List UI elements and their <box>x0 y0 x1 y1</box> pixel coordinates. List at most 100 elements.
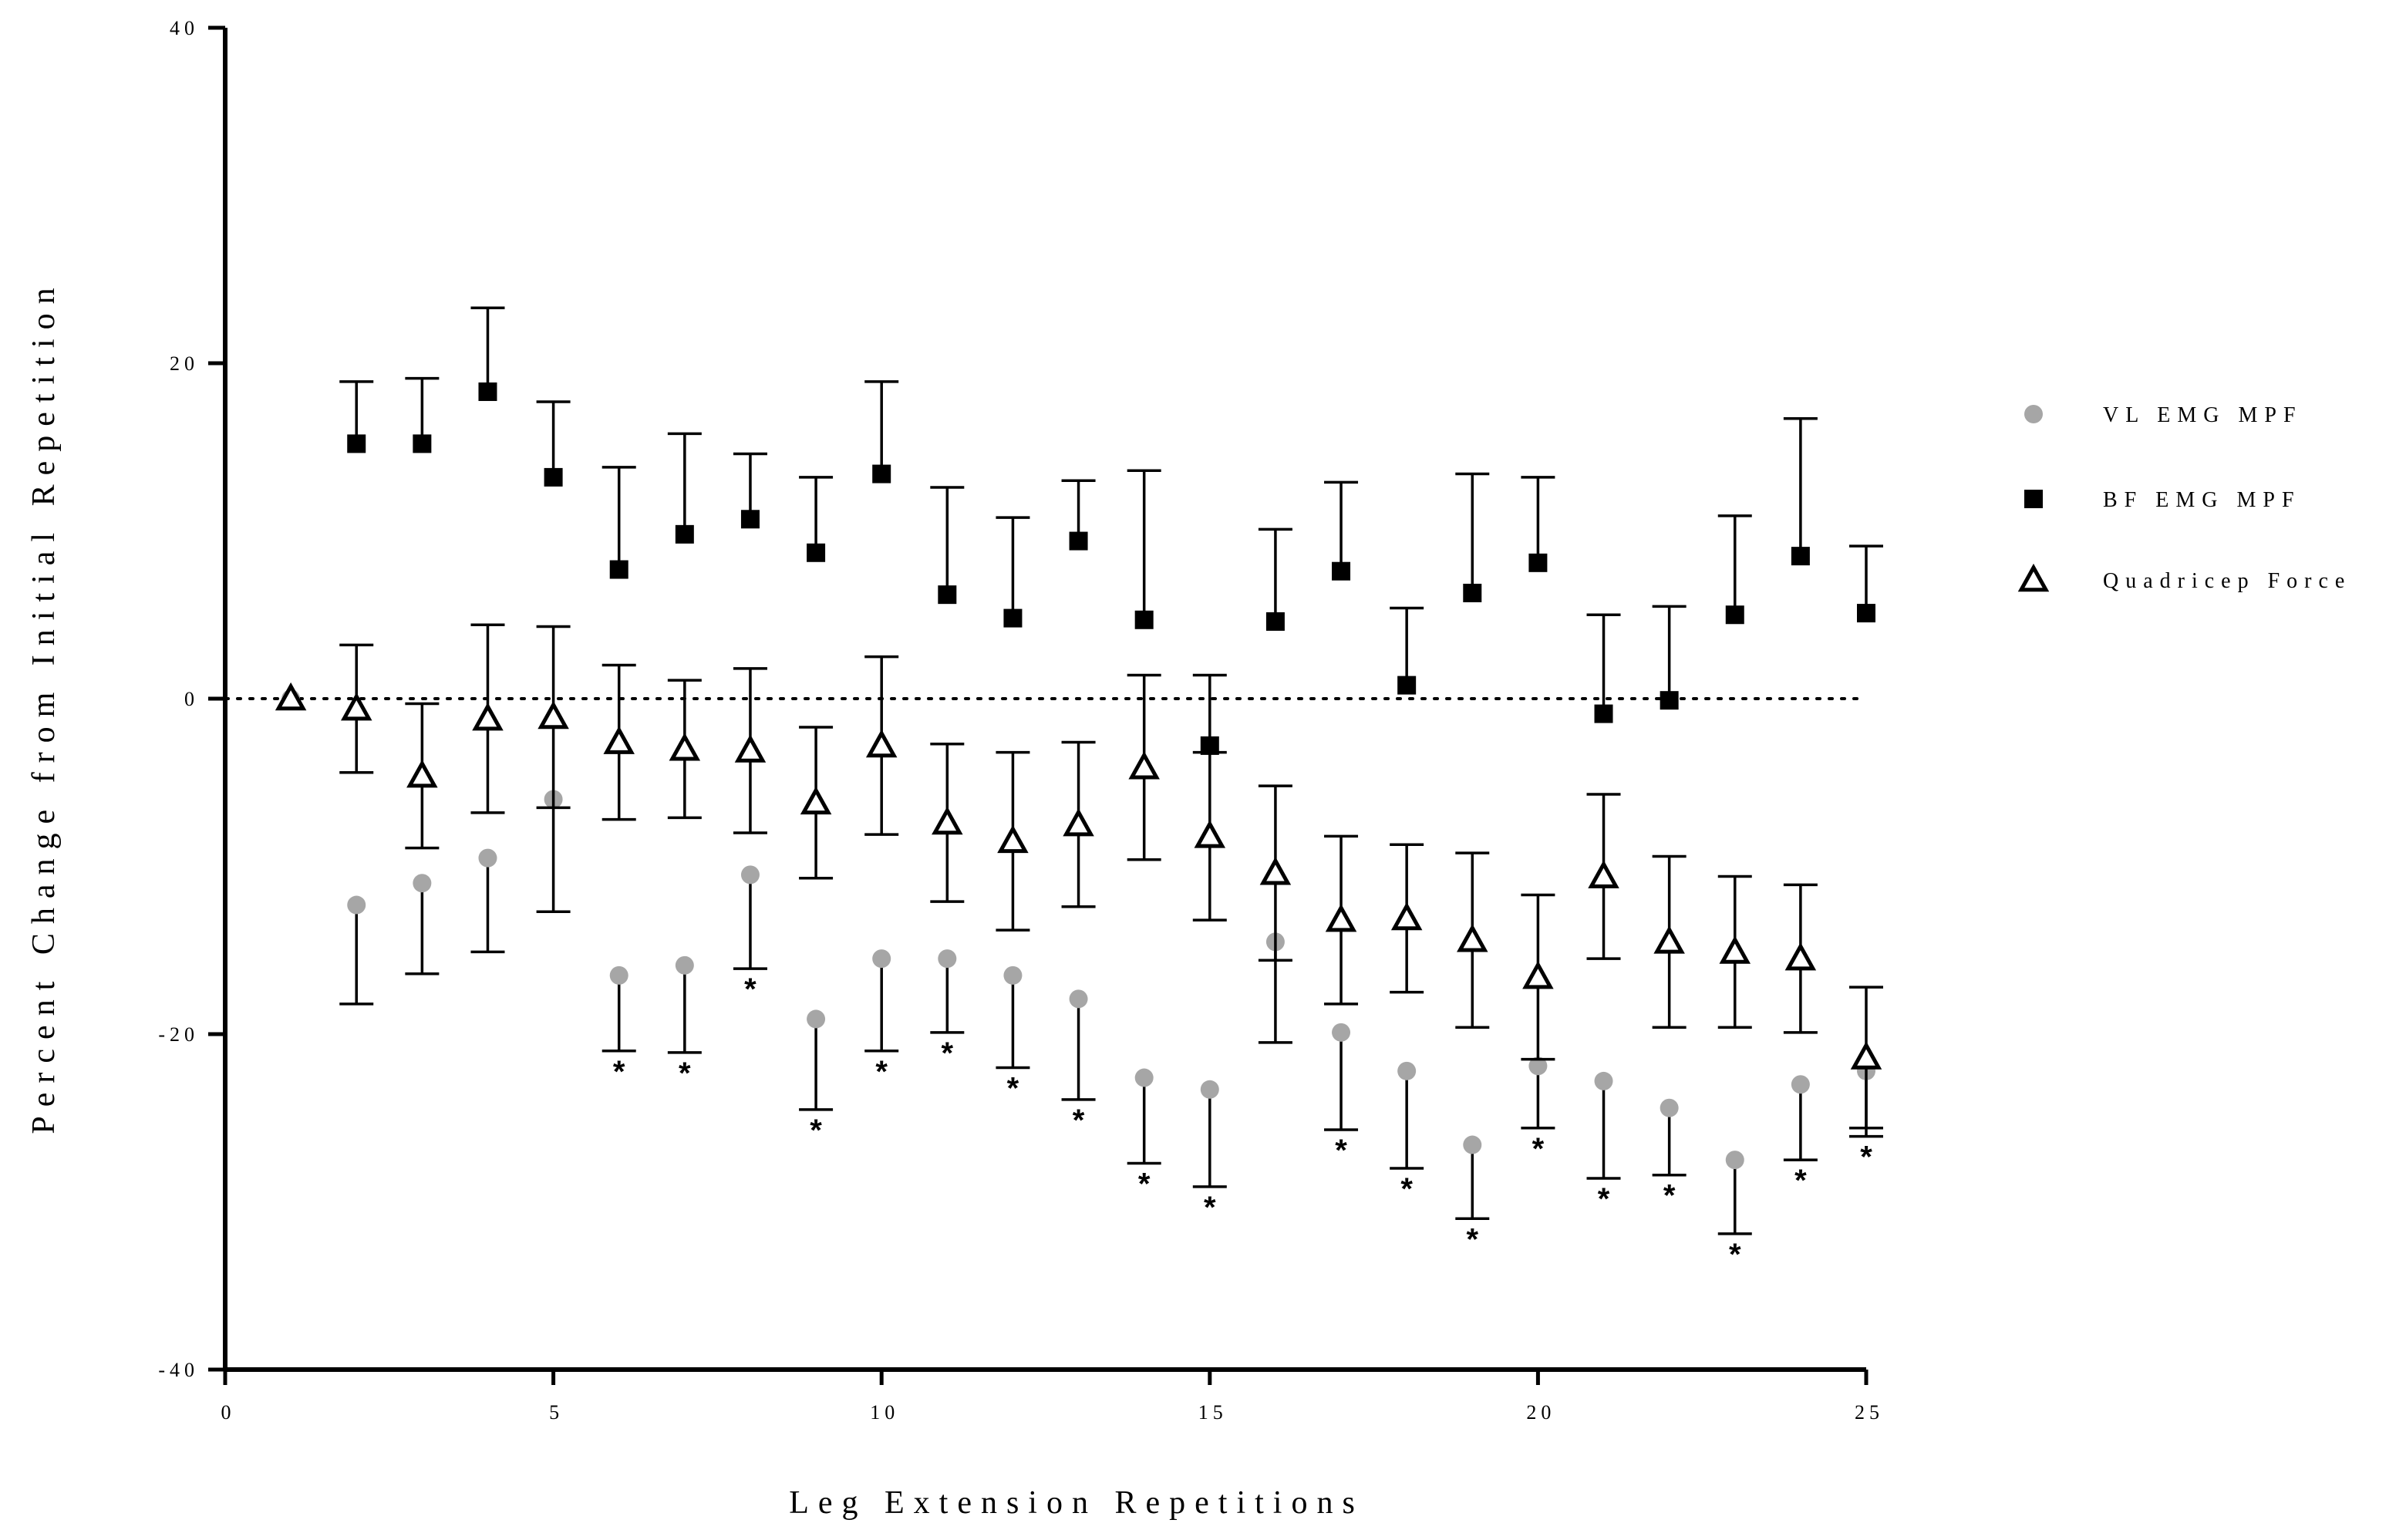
y-tick-label: 20 <box>170 352 199 375</box>
vl-emg-mpf-point <box>1397 1061 1417 1080</box>
bf-emg-mpf-point <box>413 434 432 453</box>
quadricep-force-point <box>800 786 832 815</box>
bf-emg-mpf-point <box>609 560 628 579</box>
vl-emg-mpf-point <box>1069 989 1088 1009</box>
y-tick-label: -20 <box>158 1023 199 1046</box>
legend-marker-vl-emg-mpf <box>2024 405 2043 423</box>
vl-emg-mpf-point <box>1660 1098 1679 1117</box>
x-tick-label: 5 <box>549 1401 564 1424</box>
series-quadricep-force <box>275 623 1883 1130</box>
vl-emg-mpf-point <box>1725 1151 1744 1170</box>
vl-emg-mpf-point <box>1594 1071 1613 1090</box>
quadricep-force-point <box>997 824 1029 854</box>
significance-marker: * <box>1335 1134 1347 1168</box>
quadricep-force-point <box>1522 960 1554 989</box>
bf-emg-mpf-point <box>1857 604 1875 623</box>
significance-marker: * <box>942 1036 954 1070</box>
y-tick-label: 0 <box>184 688 199 710</box>
quadricep-force-point <box>669 733 701 761</box>
significance-marker: * <box>1794 1164 1807 1198</box>
significance-marker: * <box>1532 1132 1545 1166</box>
quadricep-force-point <box>1784 942 1817 971</box>
plot-area: * * * * * * * * * * * * * * * * * * * <box>275 306 1883 1272</box>
quadricep-force-point <box>340 692 372 721</box>
significance-marker: * <box>1729 1238 1741 1272</box>
quadricep-force-point <box>734 734 767 763</box>
quadricep-force-point <box>1719 935 1751 964</box>
bf-emg-mpf-point <box>1332 561 1351 581</box>
vl-emg-mpf-point <box>347 895 366 915</box>
significance-marker: * <box>1663 1179 1676 1213</box>
significance-marker: * <box>1073 1104 1085 1137</box>
bf-emg-mpf-point <box>1660 691 1679 710</box>
y-axis-label: Percent Change from Initial Repetition <box>26 278 62 1134</box>
legend-label: VL EMG MPF <box>2103 403 2303 427</box>
vl-emg-mpf-point <box>1463 1135 1482 1154</box>
significance-marker: * <box>1400 1172 1413 1206</box>
quadricep-force-point <box>1850 1041 1882 1070</box>
significance-marker: * <box>1860 1141 1872 1174</box>
significance-marker: * <box>1007 1072 1019 1106</box>
quadricep-force-point <box>1259 857 1292 885</box>
quadricep-force-point <box>537 700 569 730</box>
x-tick-label: 20 <box>1526 1401 1555 1424</box>
legend-item-quadricep-force: Quadricep Force <box>2017 563 2351 593</box>
significance-marker: * <box>744 972 757 1006</box>
x-tick-label: 25 <box>1855 1401 1884 1424</box>
quadricep-force-point <box>1653 925 1685 954</box>
bf-emg-mpf-point <box>478 382 497 401</box>
quadricep-force-point <box>932 806 963 835</box>
bf-emg-mpf-point <box>1265 612 1285 631</box>
legend-label: BF EMG MPF <box>2103 488 2301 512</box>
quadricep-force-point <box>406 759 438 788</box>
axes: -40 -20 0 20 40 0 5 10 15 20 25 <box>158 17 1884 1424</box>
vl-emg-mpf-point <box>478 848 497 868</box>
significance-marker: * <box>810 1114 822 1147</box>
vl-emg-mpf-point <box>675 955 694 975</box>
bf-emg-mpf-point <box>1069 531 1088 551</box>
bf-emg-mpf-point <box>1463 583 1482 602</box>
significance-marker: * <box>1598 1182 1610 1216</box>
bf-emg-mpf-point <box>1134 610 1154 629</box>
bf-emg-mpf-point <box>675 524 694 544</box>
vl-emg-mpf-point <box>609 965 628 985</box>
vl-emg-mpf-point <box>1791 1075 1810 1094</box>
quadricep-force-point <box>1194 820 1226 848</box>
quadricep-force-point <box>603 726 635 754</box>
bf-emg-mpf-point <box>1725 605 1744 625</box>
quadricep-force-point <box>1390 901 1423 931</box>
series-bf-emg-mpf <box>339 306 1883 755</box>
x-tick-label: 15 <box>1198 1401 1228 1424</box>
series-vl-emg-mpf: * * * * * * * * * * * * * * * * * * * <box>281 689 1883 1272</box>
x-tick-label: 0 <box>221 1401 236 1424</box>
quadricep-force-point <box>865 729 898 758</box>
vl-emg-mpf-point <box>1332 1023 1351 1042</box>
y-tick-label: -40 <box>158 1359 199 1381</box>
significance-marker: * <box>613 1055 625 1089</box>
significance-marker: * <box>1204 1191 1216 1225</box>
legend-item-bf-emg-mpf: BF EMG MPF <box>2024 488 2301 512</box>
x-axis-label: Leg Extension Repetitions <box>789 1485 1364 1521</box>
significance-marker: * <box>679 1056 691 1090</box>
vl-emg-mpf-point <box>1528 1056 1548 1076</box>
quadricep-force-point <box>1128 751 1160 780</box>
quadricep-force-point <box>1457 924 1488 952</box>
significance-marker: * <box>1466 1222 1478 1256</box>
bf-emg-mpf-point <box>1528 553 1548 572</box>
legend-marker-quadricep-force <box>2017 563 2050 592</box>
bf-emg-mpf-point <box>544 467 563 487</box>
vl-emg-mpf-point <box>1134 1068 1154 1087</box>
quadricep-force-point <box>275 682 307 711</box>
significance-marker: * <box>1138 1167 1151 1201</box>
significance-marker: * <box>875 1055 888 1089</box>
vl-emg-mpf-point <box>740 865 760 885</box>
quadricep-force-point <box>472 702 504 731</box>
bf-emg-mpf-point <box>872 464 891 484</box>
legend-item-vl-emg-mpf: VL EMG MPF <box>2024 403 2303 427</box>
quadricep-force-point <box>1588 860 1619 888</box>
x-tick-label: 10 <box>870 1401 899 1424</box>
legend-label: Quadricep Force <box>2103 569 2351 593</box>
quadricep-force-point <box>1325 903 1357 932</box>
bf-emg-mpf-point <box>1594 704 1613 723</box>
